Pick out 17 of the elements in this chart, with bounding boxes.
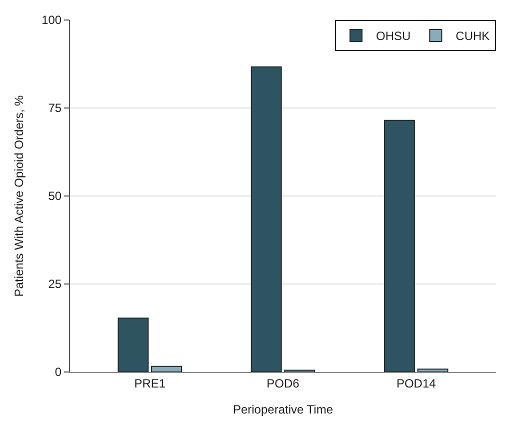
- x-tick-label: POD14: [396, 376, 436, 390]
- bar: [384, 120, 415, 372]
- bar: [151, 366, 182, 372]
- bar: [417, 368, 448, 372]
- legend-label: CUHK: [456, 29, 490, 44]
- legend-label: OHSU: [376, 29, 411, 44]
- y-tick-label: 25: [48, 277, 62, 292]
- x-tick-label: POD6: [266, 376, 300, 390]
- x-axis-title: Perioperative Time: [232, 402, 334, 416]
- y-tick-label: 50: [48, 189, 62, 204]
- x-tick-label: PRE1: [134, 376, 166, 390]
- bar: [118, 318, 149, 372]
- y-tick-label: 0: [54, 365, 62, 380]
- y-tick-label: 100: [42, 13, 62, 28]
- y-axis-title: Patients With Active Opioid Orders, %: [12, 94, 26, 297]
- y-tick-label: 75: [48, 101, 62, 116]
- bar: [250, 66, 282, 372]
